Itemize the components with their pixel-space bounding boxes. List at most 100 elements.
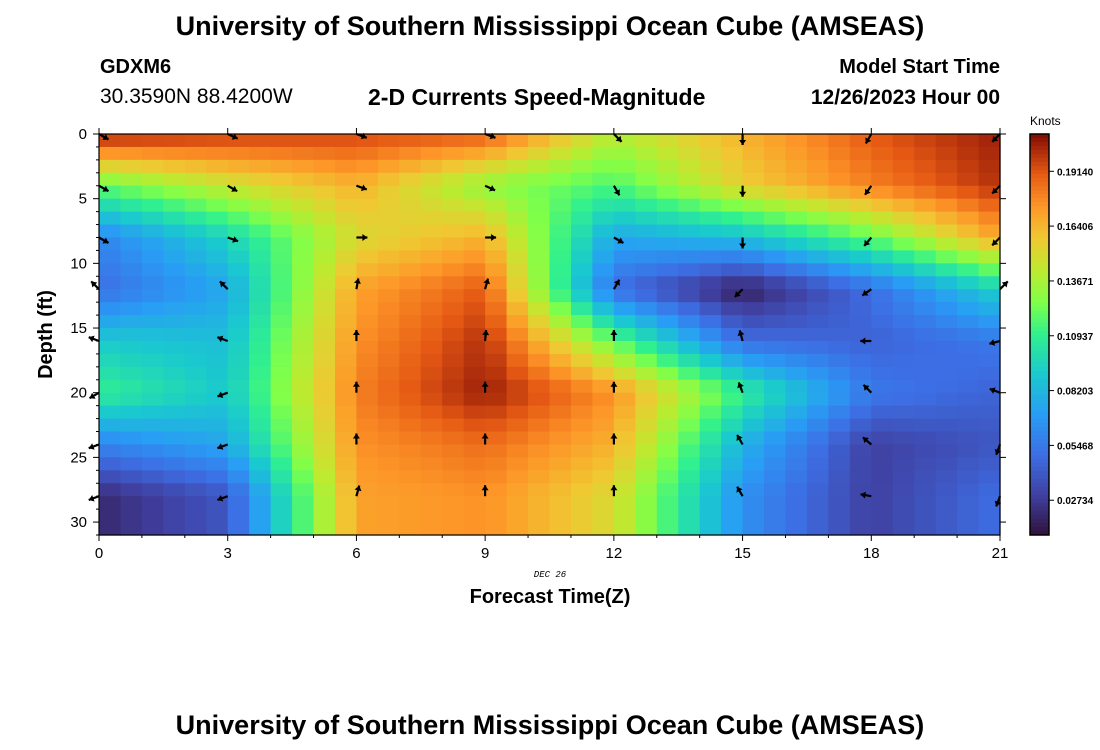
heatmap-cell <box>420 211 443 226</box>
heatmap-cell <box>849 134 872 148</box>
heatmap-cell <box>806 522 829 536</box>
direction-arrow <box>227 184 238 193</box>
heatmap-cell <box>292 159 315 174</box>
heatmap-cell <box>270 250 293 264</box>
heatmap-cell <box>828 522 851 536</box>
heatmap-cell <box>828 353 851 368</box>
heatmap-cell <box>292 392 315 407</box>
colorbar-segment <box>1030 182 1049 187</box>
heatmap-cell <box>957 340 980 355</box>
heatmap-cell <box>656 224 679 239</box>
heatmap-cell <box>699 263 722 277</box>
heatmap-cell <box>764 134 787 148</box>
heatmap-cell <box>420 353 443 368</box>
heatmap-cell <box>871 328 894 342</box>
direction-arrow <box>991 184 1001 195</box>
heatmap-cell <box>613 263 636 277</box>
heatmap-cell <box>206 211 229 226</box>
heatmap-cell <box>828 366 851 381</box>
heatmap-cell <box>356 431 379 446</box>
direction-arrow <box>737 330 745 342</box>
heatmap-cell <box>141 237 164 252</box>
heatmap-cell <box>699 211 722 226</box>
heatmap-cell <box>699 146 722 161</box>
heatmap-cell <box>249 470 272 484</box>
heatmap-cell <box>334 418 358 433</box>
heatmap-cell <box>678 418 701 433</box>
heatmap-cell <box>656 496 679 510</box>
heatmap-cell <box>334 302 358 316</box>
direction-arrow <box>860 337 872 345</box>
heatmap-cell <box>399 237 422 252</box>
heatmap-cell <box>957 483 980 497</box>
heatmap-cell <box>892 263 915 277</box>
colorbar-frame <box>1029 133 1050 536</box>
heatmap-cell <box>892 250 915 264</box>
heatmap-cell <box>485 509 508 523</box>
heatmap-cell <box>613 328 636 342</box>
heatmap-cell <box>871 224 894 239</box>
heatmap-cell <box>356 392 379 407</box>
heatmap-cell <box>120 418 143 433</box>
heatmap-cell <box>549 418 572 433</box>
colorbar-segment <box>1030 518 1049 524</box>
heatmap-cell <box>613 250 636 264</box>
heatmap-cell <box>399 263 422 277</box>
heatmap-cell <box>141 328 164 342</box>
heatmap-cell <box>206 379 229 394</box>
heatmap-cell <box>528 134 551 148</box>
heatmap-cell <box>764 496 787 510</box>
heatmap-cell <box>892 509 915 523</box>
direction-arrow <box>481 433 489 445</box>
heatmap-cell <box>528 263 551 277</box>
heatmap-cell <box>849 470 872 484</box>
heatmap-cell <box>806 379 829 394</box>
heatmap-cell <box>249 418 272 433</box>
heatmap-cell <box>356 470 379 484</box>
heatmap-cell <box>656 263 679 277</box>
heatmap-cell <box>227 405 250 420</box>
heatmap-cell <box>313 134 336 148</box>
heatmap-cell <box>613 392 636 407</box>
heatmap-cell <box>442 185 465 200</box>
heatmap-cell <box>935 328 958 342</box>
direction-arrow <box>485 234 497 241</box>
heatmap-cell <box>463 159 486 174</box>
heatmap-cell <box>313 315 336 329</box>
colorbar-segment <box>1030 398 1049 404</box>
heatmap-cell <box>292 172 315 187</box>
heatmap-cell <box>721 302 744 316</box>
heatmap-cell <box>99 483 122 497</box>
heatmap-cell <box>849 444 872 458</box>
heatmap-cell <box>570 444 593 458</box>
heatmap-cell <box>120 522 143 536</box>
heatmap-cell <box>978 470 1001 484</box>
heatmap-cell <box>549 405 572 420</box>
heatmap-cell <box>270 418 293 433</box>
heatmap-cell <box>249 340 272 355</box>
heatmap-cell <box>699 379 722 394</box>
heatmap-cell <box>377 496 400 510</box>
heatmap-cell <box>120 509 143 523</box>
heatmap-cell <box>978 509 1001 523</box>
heatmap-cell <box>806 146 829 161</box>
x-axis-label: Forecast Time(Z) <box>470 586 631 608</box>
arrow-head <box>865 188 871 195</box>
heatmap-cell <box>356 444 379 458</box>
arrow-head <box>352 330 360 335</box>
heatmap-cell <box>270 405 293 420</box>
heatmap-cell <box>313 509 336 523</box>
heatmap-cell <box>313 457 336 471</box>
heatmap-cell <box>678 237 701 252</box>
direction-arrow <box>862 384 873 394</box>
heatmap-cell <box>528 250 551 264</box>
colorbar-segment <box>1030 262 1049 267</box>
heatmap-cell <box>935 366 958 381</box>
heatmap-cell <box>764 353 787 368</box>
heatmap-cell <box>420 172 443 187</box>
heatmap-cell <box>249 328 272 342</box>
heatmap-cell <box>914 237 937 252</box>
colorbar-segment <box>1030 290 1049 295</box>
heatmap-cell <box>399 289 422 303</box>
heatmap-cell <box>184 340 207 355</box>
